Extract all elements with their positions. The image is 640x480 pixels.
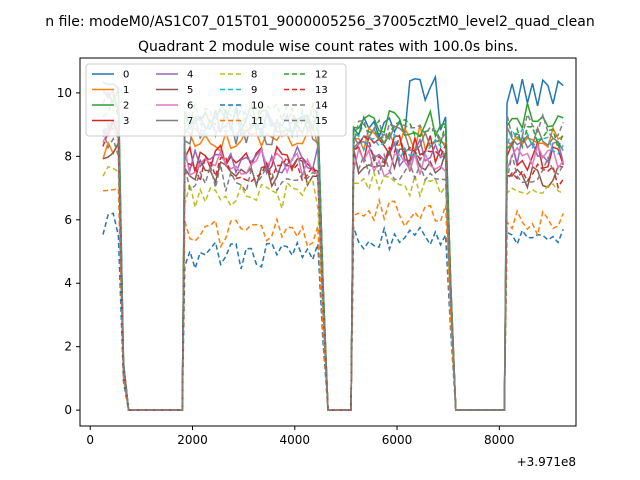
series-line-6	[102, 128, 564, 411]
legend-label: 13	[315, 85, 328, 96]
x-tick-label: 4000	[279, 433, 310, 447]
legend-label: 5	[187, 85, 193, 96]
legend-label: 1	[123, 85, 129, 96]
legend-label: 7	[187, 116, 193, 127]
x-tick-label: 8000	[484, 433, 515, 447]
y-tick-label: 2	[64, 340, 72, 354]
series-line-14	[102, 88, 564, 411]
series-line-8	[102, 165, 564, 411]
axes-frame	[79, 57, 577, 427]
chart-title: Quadrant 2 module wise count rates with …	[138, 39, 518, 55]
x-tick-label: 0	[86, 433, 94, 447]
figure-suptitle: n file: modeM0/AS1C07_015T01_9000005256_…	[45, 14, 594, 30]
y-tick-label: 10	[57, 86, 72, 100]
series-line-9	[102, 111, 564, 411]
legend-label: 3	[123, 116, 129, 127]
series-line-10	[102, 212, 564, 411]
x-tick-label: 6000	[382, 433, 413, 447]
y-tick-label: 8	[64, 149, 72, 163]
legend-label: 8	[251, 70, 257, 81]
legend-label: 4	[187, 70, 193, 81]
legend-label: 10	[251, 101, 264, 112]
series-line-1	[102, 123, 564, 411]
legend-label: 11	[251, 116, 264, 127]
legend-box	[85, 63, 347, 137]
legend-label: 0	[123, 70, 129, 81]
y-tick-label: 6	[64, 213, 72, 227]
series-line-13	[102, 117, 564, 411]
legend-label: 6	[187, 101, 193, 112]
legend-label: 14	[315, 101, 328, 112]
legend-label: 2	[123, 101, 129, 112]
y-tick-label: 0	[64, 403, 72, 417]
x-tick-label: 2000	[177, 433, 208, 447]
series-line-5	[102, 140, 564, 411]
y-axis: 0 2 4 6 8 10	[57, 86, 80, 417]
y-tick-label: 4	[64, 276, 72, 290]
series-line-7	[102, 88, 564, 411]
series-line-2	[102, 89, 564, 411]
series-line-3	[102, 119, 564, 411]
legend-label: 9	[251, 85, 257, 96]
legend-label: 12	[315, 70, 328, 81]
legend-label: 15	[315, 116, 328, 127]
series-line-12	[102, 94, 564, 411]
series-line-15	[102, 130, 564, 411]
series-line-11	[102, 187, 564, 411]
x-axis-offset-label: +3.971e8	[517, 455, 576, 469]
series-line-4	[102, 120, 564, 411]
x-axis: 0 2000 4000 6000 8000	[86, 426, 515, 447]
